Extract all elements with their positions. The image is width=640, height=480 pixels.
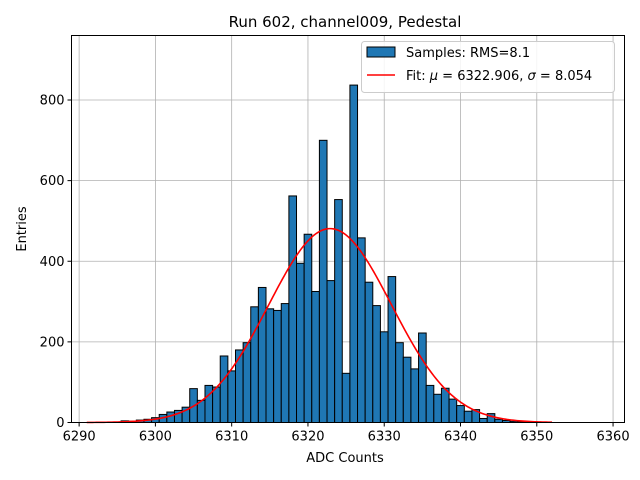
y-tick-label: 200 <box>40 335 65 350</box>
histogram-bar <box>204 384 214 424</box>
x-tick-label: 6320 <box>291 430 324 445</box>
legend: Samples: RMS=8.1 Fit: μ = 6322.906, σ = … <box>361 41 615 93</box>
x-axis-label: ADC Counts <box>306 451 384 466</box>
x-tick-label: 6300 <box>139 430 172 445</box>
histogram-bars <box>120 84 526 424</box>
y-tick-label: 600 <box>40 174 65 189</box>
histogram-bar <box>410 368 420 423</box>
x-tick-label: 6310 <box>215 430 248 445</box>
histogram-bar <box>379 331 389 423</box>
histogram-bar <box>341 372 351 424</box>
histogram-bar <box>318 139 328 423</box>
fit-sigma-symbol: σ <box>528 69 537 84</box>
histogram-bar <box>296 262 305 423</box>
histogram-bar <box>395 342 404 423</box>
histogram-bar <box>212 386 221 423</box>
histogram-bar <box>326 280 336 423</box>
histogram-bar <box>364 281 374 423</box>
y-tick-label: 400 <box>40 255 65 270</box>
x-tick-label: 6290 <box>63 430 96 445</box>
histogram-bar <box>219 355 229 423</box>
legend-label-fit: Fit: μ = 6322.906, σ = 8.054 <box>406 69 592 84</box>
x-axis-ticks: 6290 6300 6310 6320 6330 6340 6350 6360 <box>63 422 630 445</box>
histogram-bar <box>456 405 465 424</box>
histogram-bar <box>303 233 313 423</box>
y-axis-ticks: 0 200 400 600 800 <box>40 94 72 431</box>
histogram-bar <box>242 342 252 423</box>
histogram-bar <box>280 303 290 423</box>
histogram-bar <box>265 308 275 424</box>
fit-mu-value: 6322.906 <box>457 69 519 84</box>
histogram-bar <box>357 237 366 423</box>
fit-label-prefix: Fit: <box>406 69 430 84</box>
y-tick-label: 800 <box>40 94 65 109</box>
y-axis-label: Entries <box>15 206 30 252</box>
histogram-bar <box>463 410 473 423</box>
histogram-bar <box>250 306 259 424</box>
chart-title: Run 602, channel009, Pedestal <box>229 13 462 31</box>
histogram-bar <box>349 84 359 423</box>
x-tick-label: 6360 <box>597 430 630 445</box>
plot-frame <box>71 35 625 423</box>
legend-label-samples: Samples: RMS=8.1 <box>406 46 530 61</box>
legend-swatch-histogram <box>366 46 396 58</box>
histogram-bar <box>227 370 236 423</box>
fit-sigma-value: 8.054 <box>555 69 592 84</box>
histogram-bar <box>402 356 412 424</box>
histogram-bar <box>418 332 427 424</box>
fit-mu-symbol: μ <box>429 69 438 84</box>
x-tick-label: 6330 <box>368 430 401 445</box>
histogram-bar <box>273 309 282 423</box>
histogram-bar <box>440 387 450 423</box>
histogram-bar <box>425 384 435 424</box>
histogram-bar <box>433 393 442 423</box>
histogram-bar <box>334 199 343 423</box>
y-tick-label: 0 <box>56 416 64 431</box>
x-tick-label: 6340 <box>444 430 477 445</box>
histogram-bar <box>372 305 381 423</box>
x-tick-label: 6350 <box>520 430 553 445</box>
histogram-bar <box>479 417 488 423</box>
histogram-bar <box>387 276 397 423</box>
histogram-bar <box>311 290 320 423</box>
gaussian-fit-curve <box>86 227 553 424</box>
legend-box <box>361 41 615 93</box>
histogram-bar <box>288 195 298 423</box>
histogram-bar <box>448 398 458 423</box>
histogram-bar <box>257 286 267 423</box>
